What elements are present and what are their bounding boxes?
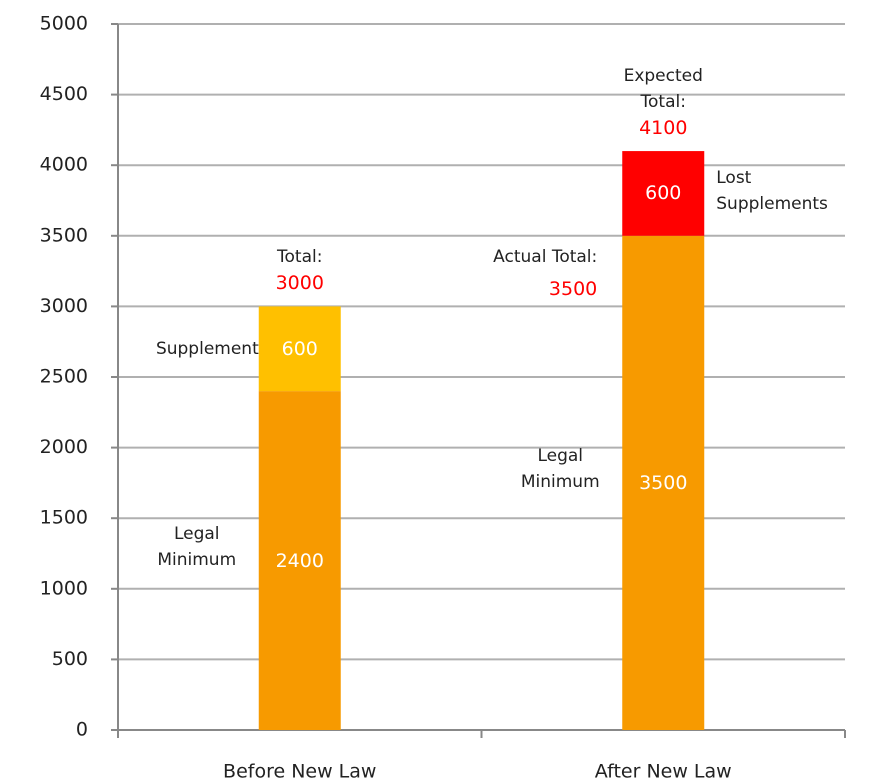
bar-segment (622, 151, 705, 236)
segment-label: Legal Minimum (157, 523, 237, 570)
y-tick-label: 4500 (40, 83, 88, 105)
y-tick-label: 1500 (40, 507, 88, 529)
annotation: Total: (277, 247, 323, 268)
data-label: 600 (281, 337, 318, 360)
y-tick-label: 2500 (40, 366, 88, 388)
annotation: Expected Total: (623, 66, 703, 113)
data-label: 2400 (275, 549, 324, 572)
x-tick-label: Before New Law (223, 761, 376, 782)
annotation-value: 4100 (639, 117, 688, 140)
annotation-value: 3500 (548, 277, 598, 300)
segment-label: Supplement (155, 338, 259, 359)
bar-segment (258, 391, 341, 730)
x-tick-label: After New Law (595, 761, 732, 782)
y-tick-label: 0 (76, 719, 88, 741)
segment-label: Lost Supplements (716, 168, 828, 215)
annotation: Actual Total: (493, 246, 598, 267)
y-tick-label: 4000 (40, 154, 88, 176)
y-tick-label: 500 (52, 648, 88, 670)
y-tick-label: 1000 (40, 577, 88, 599)
data-label: 3500 (639, 471, 688, 494)
bar-segment (258, 306, 341, 392)
y-tick-label: 3500 (40, 224, 88, 246)
y-tick-label: 3000 (40, 295, 88, 317)
annotation-value: 3000 (275, 272, 324, 295)
y-tick-label: 5000 (40, 13, 88, 35)
y-tick-label: 2000 (40, 436, 88, 458)
segment-label: Legal Minimum (520, 445, 600, 492)
bar-segment (622, 235, 705, 731)
data-label: 600 (645, 182, 682, 205)
